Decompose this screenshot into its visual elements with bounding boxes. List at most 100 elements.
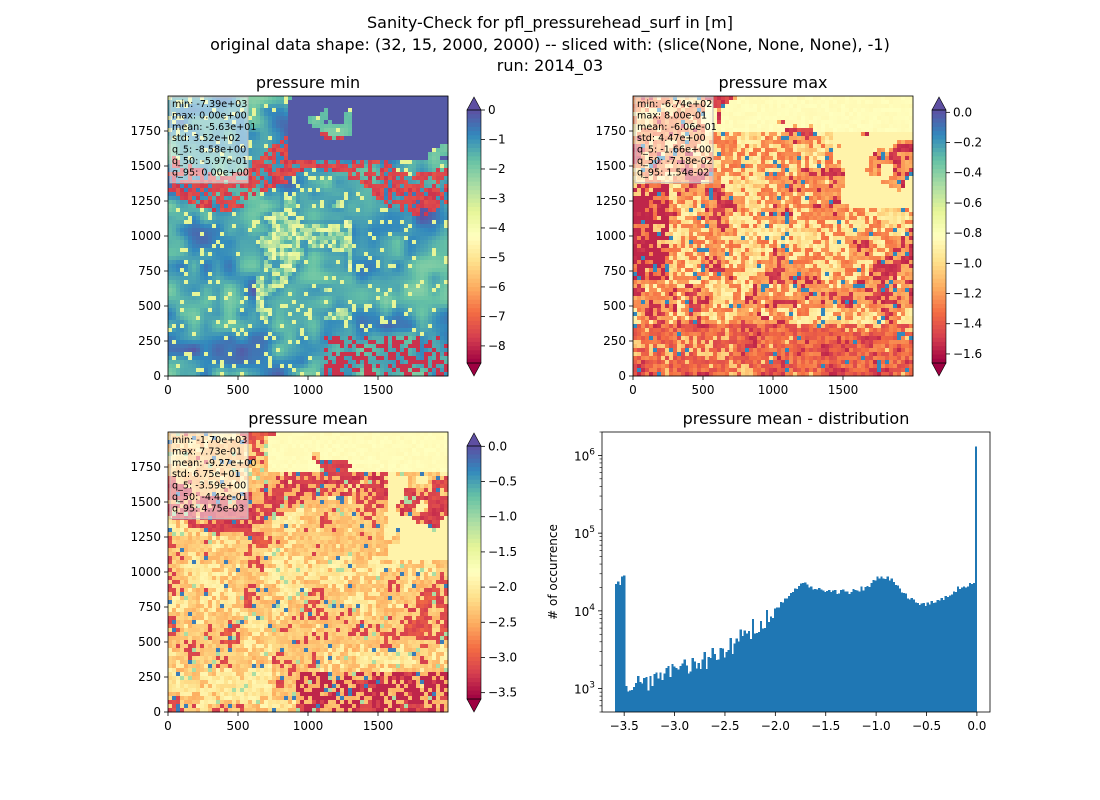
heatmap-cell — [256, 172, 261, 177]
heatmap-cell — [248, 348, 253, 353]
heatmap-cell — [328, 340, 333, 345]
heatmap-cell — [440, 232, 445, 237]
heatmap-cell — [300, 312, 305, 317]
heatmap-cell — [308, 348, 313, 353]
heatmap-cell — [396, 112, 401, 117]
heatmap-cell — [388, 272, 393, 277]
heatmap-cell — [224, 360, 229, 365]
heatmap-cell — [240, 368, 245, 373]
heatmap-cell — [196, 260, 201, 265]
heatmap-cell — [304, 356, 309, 361]
heatmap-cell — [324, 348, 329, 353]
heatmap-cell — [412, 108, 417, 113]
heatmap-cell — [192, 248, 197, 253]
heatmap-cell — [304, 124, 309, 129]
heatmap-cell — [312, 332, 317, 337]
heatmap-cell — [376, 360, 381, 365]
heatmap-cell — [252, 176, 257, 181]
heatmap-cell — [224, 204, 229, 209]
heatmap-cell — [272, 140, 277, 145]
heatmap-cell — [340, 356, 345, 361]
heatmap-cell — [404, 136, 409, 141]
heatmap-cell — [392, 232, 397, 237]
heatmap-cell — [332, 180, 337, 185]
heatmap-cell — [300, 148, 305, 153]
heatmap-cell — [200, 216, 205, 221]
heatmap-cell — [168, 348, 173, 353]
heatmap-cell — [224, 252, 229, 257]
heatmap-cell — [384, 236, 389, 241]
heatmap-cell — [172, 268, 177, 273]
heatmap-cell — [188, 356, 193, 361]
heatmap-cell — [412, 324, 417, 329]
heatmap-cell — [340, 160, 345, 165]
heatmap-cell — [288, 292, 293, 297]
heatmap-cell — [408, 368, 413, 373]
heatmap-cell — [416, 176, 421, 181]
heatmap-cell — [240, 312, 245, 317]
heatmap-cell — [376, 300, 381, 305]
heatmap-cell — [312, 284, 317, 289]
heatmap-cell — [344, 104, 349, 109]
heatmap-cell — [268, 128, 273, 133]
heatmap-cell — [432, 280, 437, 285]
heatmap-cell — [308, 196, 313, 201]
heatmap-cell — [248, 220, 253, 225]
heatmap-cell — [276, 248, 281, 253]
colorbar-segment — [467, 308, 481, 313]
heatmap-cell — [360, 192, 365, 197]
heatmap-cell — [364, 136, 369, 141]
heatmap-cell — [272, 360, 277, 365]
heatmap-cell — [436, 100, 441, 105]
heatmap-cell — [236, 296, 241, 301]
heatmap-cell — [208, 352, 213, 357]
heatmap-cell — [332, 172, 337, 177]
heatmap-cell — [264, 240, 269, 245]
heatmap-cell — [340, 200, 345, 205]
heatmap-cell — [364, 288, 369, 293]
heatmap-cell — [188, 276, 193, 281]
heatmap-cell — [252, 340, 257, 345]
heatmap-cell — [364, 336, 369, 341]
heatmap-cell — [388, 196, 393, 201]
heatmap-cell — [244, 256, 249, 261]
heatmap-cell — [416, 348, 421, 353]
heatmap-cell — [204, 276, 209, 281]
heatmap-cell — [372, 256, 377, 261]
heatmap-cell — [340, 112, 345, 117]
heatmap-cell — [348, 336, 353, 341]
heatmap-cell — [312, 276, 317, 281]
heatmap-cell — [208, 252, 213, 257]
heatmap-cell — [192, 316, 197, 321]
heatmap-cell — [380, 164, 385, 169]
heatmap-cell — [264, 272, 269, 277]
heatmap-cell — [364, 124, 369, 129]
heatmap-cell — [396, 264, 401, 269]
heatmap-cell — [388, 332, 393, 337]
heatmap-cell — [328, 128, 333, 133]
heatmap-cell — [344, 224, 349, 229]
heatmap-cell — [272, 104, 277, 109]
heatmap-cell — [224, 232, 229, 237]
heatmap-cell — [416, 172, 421, 177]
heatmap-cell — [220, 192, 225, 197]
heatmap-cell — [296, 248, 301, 253]
heatmap-cell — [408, 332, 413, 337]
heatmap-cell — [204, 312, 209, 317]
heatmap-cell — [180, 188, 185, 193]
heatmap-cell — [272, 268, 277, 273]
heatmap-cell — [192, 216, 197, 221]
heatmap-cell — [320, 276, 325, 281]
heatmap-cell — [412, 200, 417, 205]
heatmap-cell — [408, 204, 413, 209]
heatmap-cell — [312, 136, 317, 141]
heatmap-cell — [324, 272, 329, 277]
heatmap-cell — [288, 252, 293, 257]
heatmap-cell — [256, 164, 261, 169]
heatmap-cell — [252, 220, 257, 225]
heatmap-cell — [272, 216, 277, 221]
heatmap-cell — [308, 352, 313, 357]
heatmap-cell — [312, 168, 317, 173]
heatmap-cell — [180, 316, 185, 321]
heatmap-cell — [332, 240, 337, 245]
